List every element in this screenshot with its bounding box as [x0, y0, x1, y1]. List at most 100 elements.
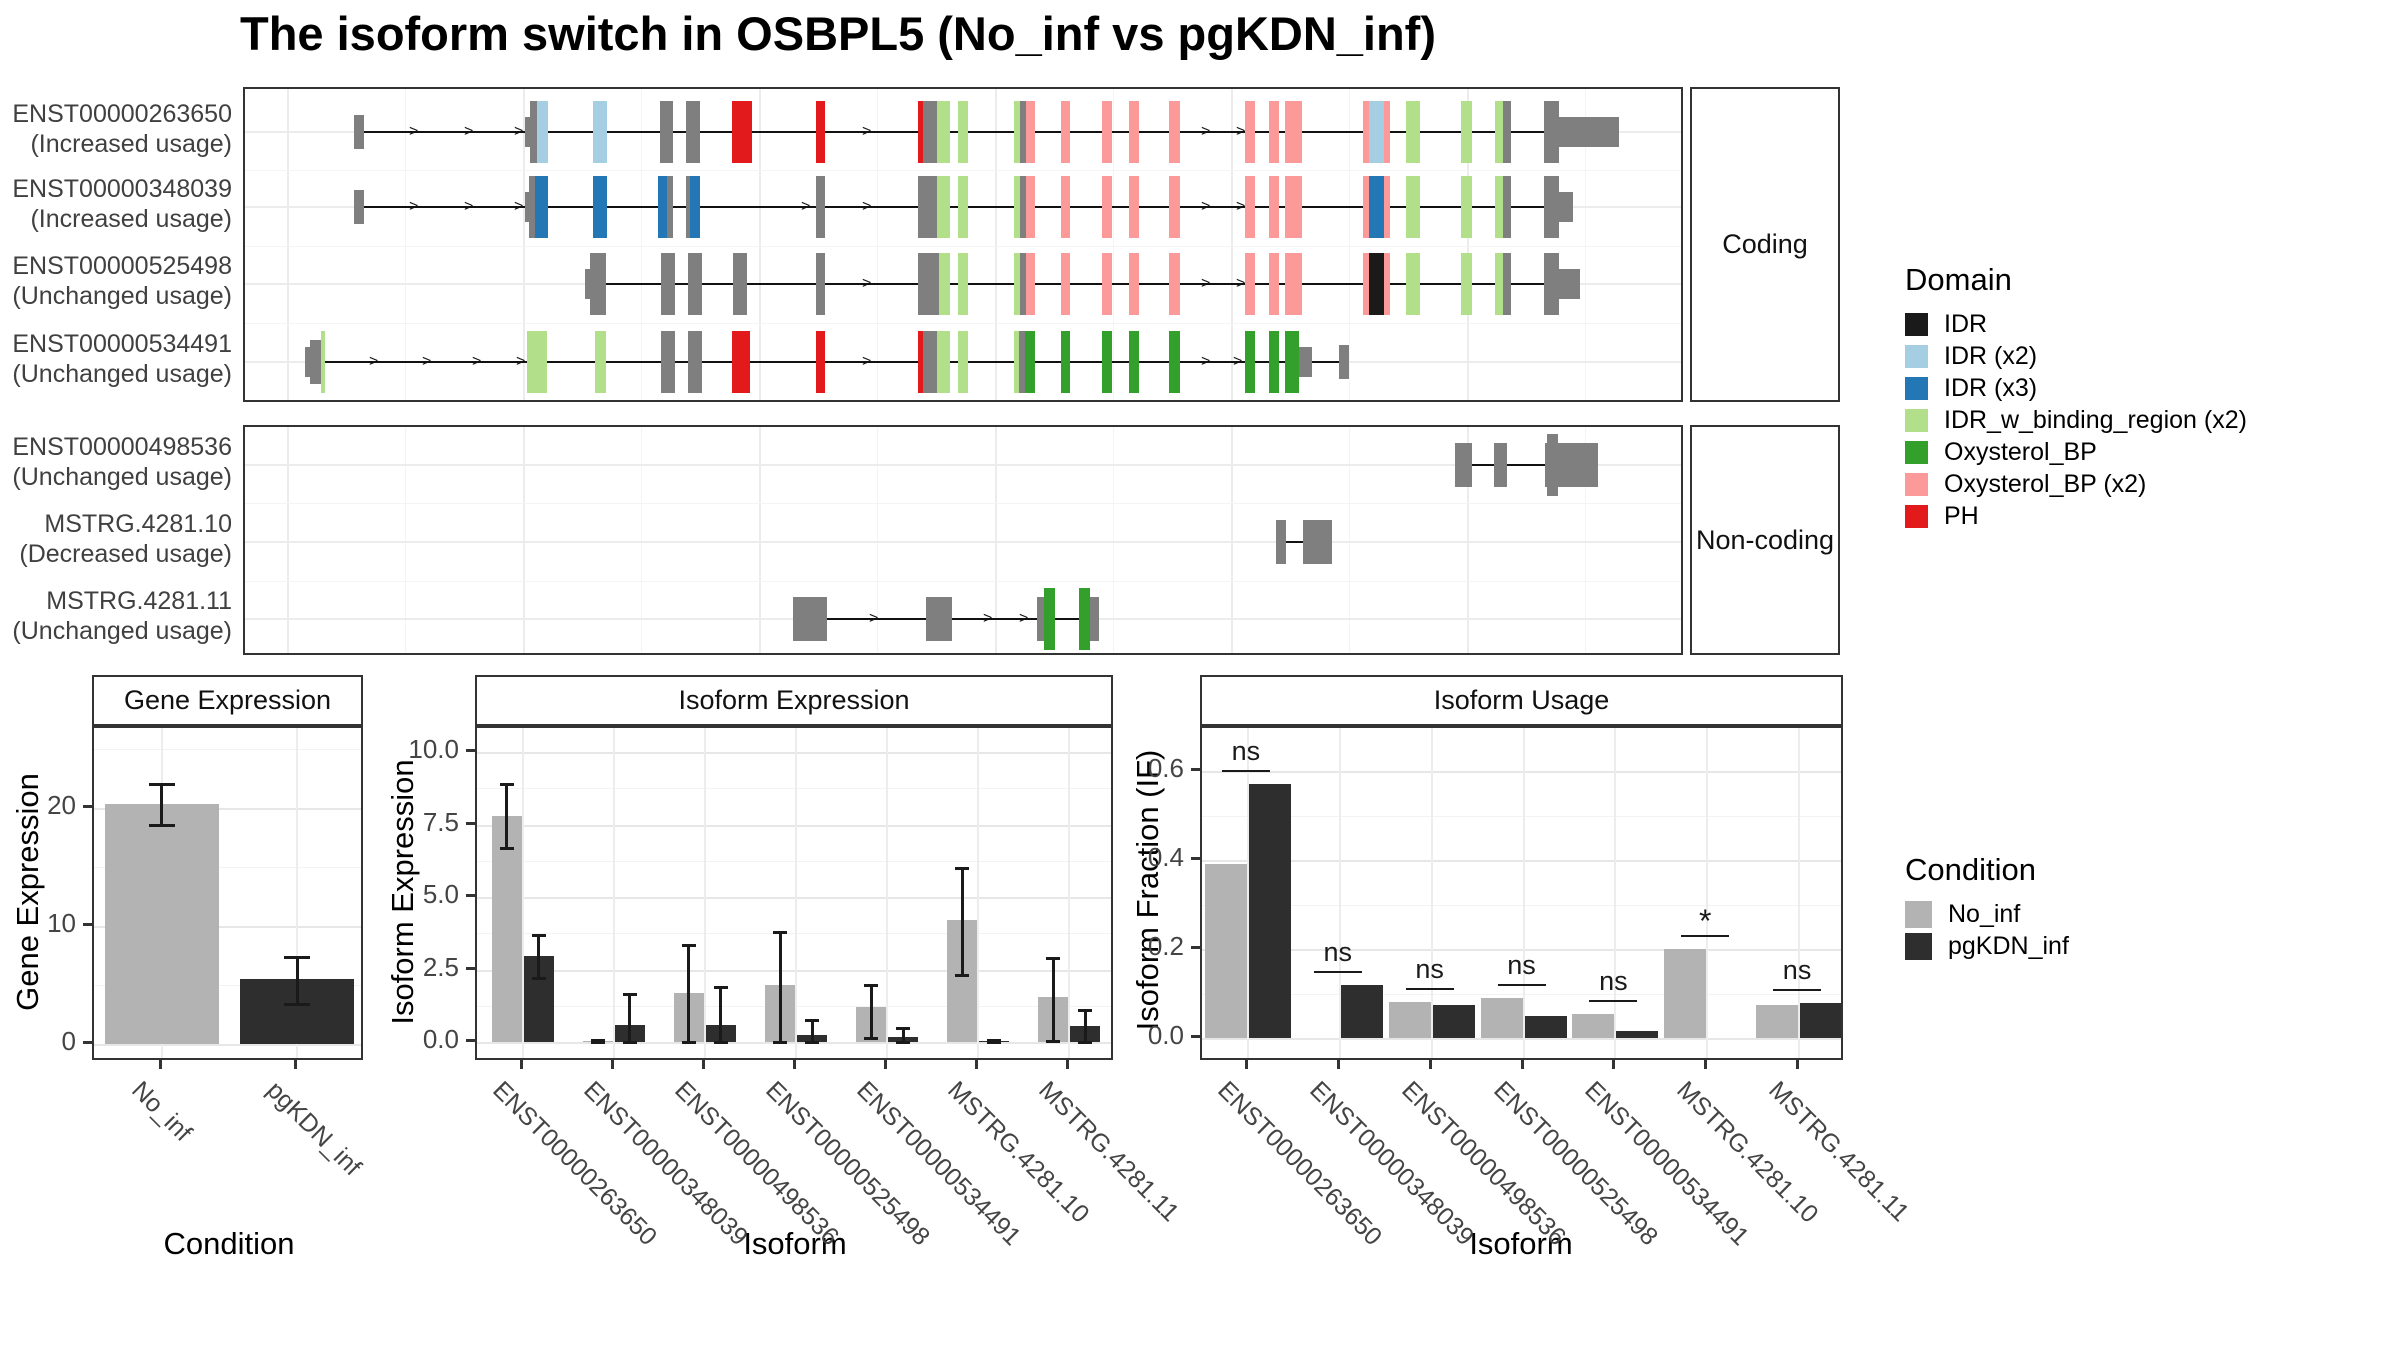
intron-arrow-icon: >: [801, 198, 811, 215]
x-axis-tick: [158, 1060, 162, 1069]
y-axis-tick: [466, 821, 475, 825]
y-axis-tick: [1191, 1035, 1200, 1038]
legend-item: pgKDN_inf: [1905, 932, 2069, 961]
intron-arrow-icon: >: [862, 198, 872, 215]
exon-block: [1384, 253, 1390, 315]
transcript-usage: (Unchanged usage): [12, 617, 232, 645]
exon-block: [1363, 176, 1369, 238]
bar: [1572, 1013, 1615, 1038]
exon-block: [1559, 269, 1580, 299]
legend-item: IDR_w_binding_region (x2): [1905, 406, 2247, 435]
exon-block: [937, 101, 950, 163]
y-tick-label: 0.0: [1147, 1020, 1184, 1050]
facet-strip-noncoding: Non-coding: [1690, 425, 1840, 655]
exon-block: [321, 331, 325, 393]
error-bar-line: [719, 986, 723, 1042]
chart-title-strip: Isoform Usage: [1200, 675, 1843, 726]
error-bar-line: [901, 1027, 905, 1042]
bar: [1432, 1004, 1475, 1038]
exon-block: [1461, 176, 1472, 238]
exon-block: [535, 176, 548, 238]
gridline-v-major: [886, 728, 889, 1058]
exon-block: [1544, 176, 1559, 238]
exon-block: [1061, 253, 1070, 315]
gridline-h-major: [94, 808, 361, 810]
y-tick-label: 5.0: [422, 879, 459, 909]
intron-arrow-icon: >: [1236, 275, 1246, 292]
domain-legend-items: IDR IDR (x2) IDR (x3) IDR_w_binding_region …: [1905, 310, 2247, 531]
significance-label: ns: [1231, 736, 1261, 767]
gridline-h-major: [1202, 1038, 1841, 1040]
legend-item-label: IDR: [1944, 310, 1988, 338]
gridline-v-minor: [405, 89, 406, 400]
transcript-usage: (Unchanged usage): [12, 463, 232, 491]
exon-block: [1129, 331, 1139, 393]
intron-arrow-icon: >: [464, 123, 474, 140]
bar: [104, 804, 219, 1044]
exon-block: [1245, 101, 1255, 163]
gridline-v-minor: [1585, 427, 1586, 653]
condition-legend: Condition No_inf pgKDN_inf: [1905, 852, 2069, 961]
error-bar-cap: [773, 1041, 787, 1044]
gridline-v-minor: [877, 427, 878, 653]
intron-arrow-icon: >: [409, 198, 419, 215]
legend-item: IDR: [1905, 310, 2247, 339]
bar: [1756, 1004, 1799, 1038]
intron-arrow-icon: >: [472, 353, 482, 370]
transcript-id: ENST00000263650: [12, 100, 232, 128]
exon-block: [593, 101, 607, 163]
exon-block: [816, 176, 825, 238]
exon-block: [1037, 597, 1044, 641]
error-bar-cap: [148, 783, 175, 787]
y-tick-label: 0.4: [1147, 842, 1184, 872]
exon-block: [1014, 253, 1020, 315]
exon-block: [958, 253, 968, 315]
exon-block: [1503, 253, 1511, 315]
error-bar-cap: [148, 823, 175, 827]
significance-label: *: [1698, 903, 1712, 939]
error-bar-cap: [622, 1041, 637, 1044]
domain-legend-title: Domain: [1905, 262, 2012, 297]
gridline-h-minor: [477, 860, 1111, 862]
exon-block: [1102, 176, 1112, 238]
exon-block: [1369, 253, 1384, 315]
transcript-id: MSTRG.4281.10: [44, 510, 232, 538]
exon-block: [595, 331, 606, 393]
gridline-v-minor: [877, 89, 878, 400]
intron-arrow-icon: >: [422, 353, 432, 370]
error-bar-cap: [713, 985, 728, 989]
error-bar-cap: [1046, 956, 1061, 960]
transcript-id: ENST00000498536: [12, 433, 232, 461]
gridline-v-major: [1706, 728, 1709, 1058]
exon-block: [1339, 345, 1349, 379]
bar: [1524, 1015, 1567, 1038]
y-axis-tick: [1191, 768, 1200, 771]
legend-item: Oxysterol_BP: [1905, 438, 2247, 467]
exon-block: [1129, 101, 1139, 163]
y-tick-label: 7.5: [422, 806, 459, 837]
exon-block: [527, 331, 547, 393]
gridline-v-major: [759, 427, 761, 653]
significance-line: [1773, 989, 1822, 992]
intron-arrow-icon: >: [369, 353, 379, 370]
exon-block: [686, 176, 690, 238]
transcript-label: ENST00000263650 (Increased usage): [0, 99, 232, 159]
gridline-v-major: [1246, 728, 1249, 1058]
gridline-v-major: [1467, 427, 1469, 653]
error-bar-line: [687, 944, 691, 1042]
transcript-label: ENST00000348039 (Increased usage): [0, 174, 232, 234]
transcript-usage: (Increased usage): [30, 130, 232, 158]
gridline-h-major: [94, 1044, 361, 1046]
transcript-label: MSTRG.4281.10 (Decreased usage): [0, 509, 232, 569]
error-bar-line: [160, 784, 164, 825]
exon-block: [1269, 331, 1279, 393]
exon-block: [660, 101, 673, 163]
y-axis-tick: [1191, 946, 1200, 949]
error-bar-cap: [805, 1019, 819, 1023]
y-axis-tick: [466, 1039, 475, 1042]
gridline-v-major: [1231, 89, 1233, 400]
exon-block: [1559, 117, 1619, 147]
exon-block: [1406, 253, 1420, 315]
intron-line: [590, 283, 1559, 285]
